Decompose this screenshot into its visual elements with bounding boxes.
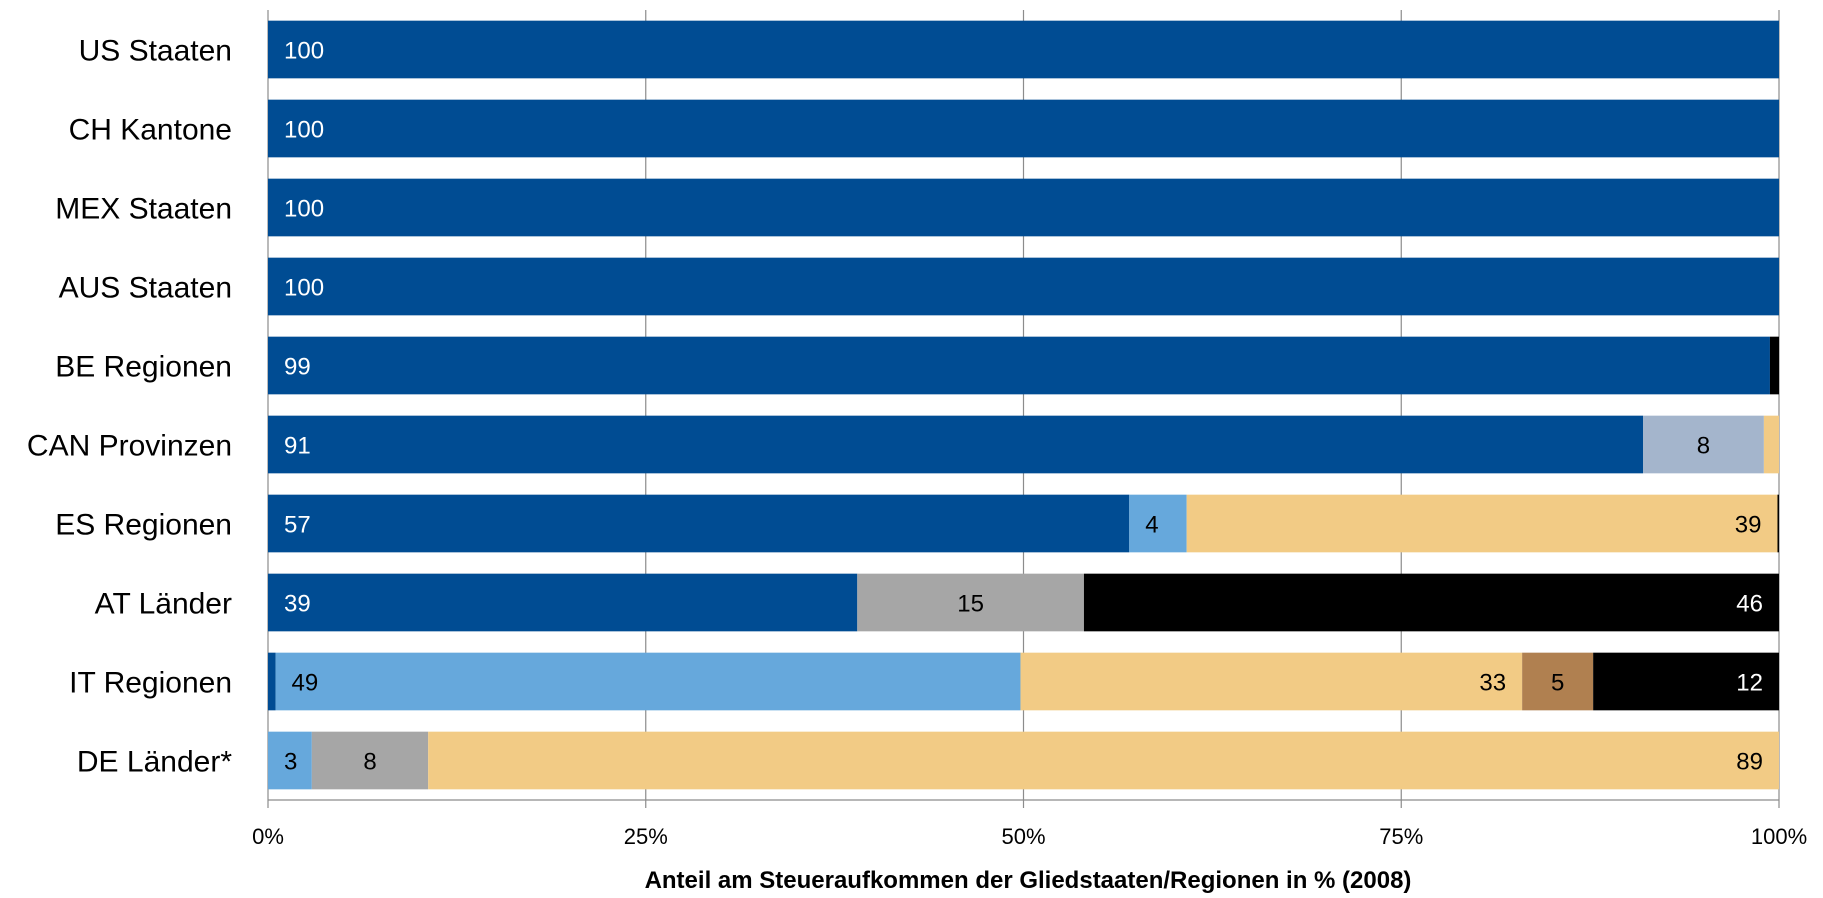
x-tick-label: 0% <box>252 824 284 849</box>
category-labels: US Staaten CH Kantone MEX Staaten AUS Staat… <box>27 35 232 779</box>
bar-segment <box>268 178 1779 237</box>
data-label: 3 <box>284 749 297 776</box>
x-axis-label: Anteil am Steueraufkommen der Gliedstaat… <box>645 867 1412 894</box>
data-label: 39 <box>284 591 311 618</box>
category-label: US Staaten <box>79 35 232 68</box>
bar-segment <box>1769 336 1779 395</box>
bar-segment <box>1129 494 1187 553</box>
bar-segment <box>311 731 429 790</box>
category-label: DE Länder* <box>77 746 232 779</box>
data-label: 57 <box>284 512 311 539</box>
bar-segment <box>275 652 1021 711</box>
bar-segment <box>268 494 1130 553</box>
bar-segment <box>268 99 1779 158</box>
bar-segment <box>268 336 1770 395</box>
data-label: 49 <box>292 670 319 697</box>
data-label: 89 <box>1736 749 1763 776</box>
bar-segment <box>1083 573 1779 632</box>
bar-segments: 100 100 100 100 99 91 8 57 4 39 39 15 46 49 33 5 12 3 8 89 <box>268 20 1779 790</box>
category-label: MEX Staaten <box>55 193 232 226</box>
bar-segment <box>1643 415 1764 474</box>
data-label: 99 <box>284 354 311 381</box>
bar-segment <box>268 257 1779 316</box>
bar-segment <box>268 652 276 711</box>
data-label: 5 <box>1551 670 1564 697</box>
data-label: 4 <box>1145 512 1158 539</box>
bar-segment <box>268 415 1644 474</box>
data-label: 100 <box>284 38 324 65</box>
bar-segment <box>857 573 1084 632</box>
bar-segment <box>268 731 312 790</box>
x-tick-labels: 0% 25% 50% 75% 100% <box>252 824 1807 849</box>
bar-segment <box>268 20 1779 79</box>
x-tick-label: 25% <box>624 824 668 849</box>
x-tick-label: 75% <box>1379 824 1423 849</box>
bar-segment <box>1522 652 1594 711</box>
data-label: 100 <box>284 117 324 144</box>
x-tick-label: 50% <box>1001 824 1045 849</box>
bar-segment <box>1020 652 1523 711</box>
bar-segment <box>1593 652 1779 711</box>
category-label: IT Regionen <box>69 667 232 700</box>
category-label: ES Regionen <box>55 509 232 542</box>
data-label: 91 <box>284 433 311 460</box>
data-label: 39 <box>1735 512 1762 539</box>
data-label: 100 <box>284 275 324 302</box>
data-label: 15 <box>957 591 984 618</box>
bar-segment <box>1777 494 1779 553</box>
data-label: 8 <box>363 749 376 776</box>
category-label: AUS Staaten <box>59 272 232 305</box>
bar-segment <box>1763 415 1779 474</box>
data-label: 8 <box>1697 433 1710 460</box>
bar-segment <box>268 573 858 632</box>
data-label: 46 <box>1736 591 1763 618</box>
bar-segment <box>1186 494 1778 553</box>
category-label: AT Länder <box>95 588 232 621</box>
data-label: 33 <box>1479 670 1506 697</box>
bar-segment <box>428 731 1779 790</box>
category-label: CAN Provinzen <box>27 430 232 463</box>
category-label: BE Regionen <box>55 351 232 384</box>
category-label: CH Kantone <box>69 114 232 147</box>
x-tick-label: 100% <box>1751 824 1807 849</box>
data-label: 12 <box>1736 670 1763 697</box>
data-label: 100 <box>284 196 324 223</box>
